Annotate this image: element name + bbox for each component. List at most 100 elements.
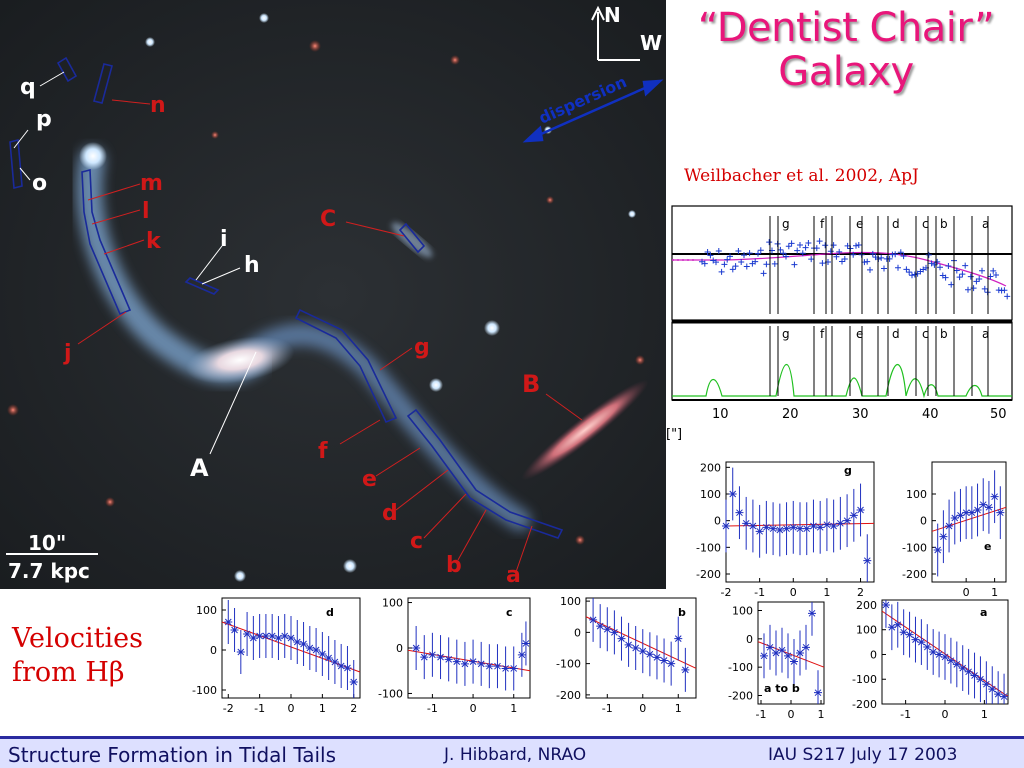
data-point xyxy=(681,666,690,674)
data-point xyxy=(775,526,784,534)
spectrum-point xyxy=(799,250,806,257)
data-point xyxy=(849,511,858,519)
x-tick-label: -1 xyxy=(427,702,438,715)
x-tick-label: 1 xyxy=(991,586,998,599)
spectrum-point xyxy=(816,238,823,245)
spectrum-point xyxy=(925,251,932,258)
spectrum-x-tick: 30 xyxy=(852,407,869,422)
spectrum-point xyxy=(805,239,812,246)
region-label-c-top: c xyxy=(922,217,929,231)
data-point xyxy=(829,522,838,530)
data-point xyxy=(789,523,798,531)
spectrum-point xyxy=(701,260,708,267)
data-point xyxy=(816,523,825,531)
data-point xyxy=(976,675,985,683)
x-tick-label: 1 xyxy=(981,708,988,721)
spectrum-point xyxy=(906,269,913,276)
data-point xyxy=(905,631,914,639)
data-point xyxy=(224,618,233,626)
spectrum-x-tick: 20 xyxy=(782,407,799,422)
data-point xyxy=(933,546,942,554)
spectrum-point xyxy=(934,258,941,265)
spectrum-green-curve xyxy=(672,363,1012,399)
region-label-b-top: b xyxy=(940,217,948,231)
y-tick-label: 100 xyxy=(906,488,927,501)
spectrum-point xyxy=(895,264,901,271)
slit-label-o: o xyxy=(32,171,47,196)
footer-author: J. Hibbard, NRAO xyxy=(444,745,587,765)
spectrum-fit-line xyxy=(672,251,1007,287)
y-tick-label: -200 xyxy=(852,698,877,711)
slide-title: “Dentist Chair” Galaxy xyxy=(668,6,1024,94)
slit-label-n: n xyxy=(150,93,166,118)
spectrum-point xyxy=(794,247,801,254)
spectrum-point xyxy=(937,264,943,271)
data-point xyxy=(941,653,949,661)
spectrum-point xyxy=(808,256,815,263)
spectrum-point xyxy=(855,241,862,248)
citation: Weilbacher et al. 2002, ApJ xyxy=(684,166,919,186)
spectrum-point xyxy=(911,271,918,278)
y-tick-label: -200 xyxy=(696,568,721,581)
data-point xyxy=(856,506,865,514)
data-point xyxy=(318,650,327,658)
tidal-tail-right xyxy=(229,323,531,531)
slit-o xyxy=(9,138,23,190)
data-point xyxy=(589,616,598,624)
galaxy-core xyxy=(185,336,295,384)
y-tick-label: 100 xyxy=(856,624,877,637)
slit-label-h: h xyxy=(244,253,260,278)
spectrum-point xyxy=(850,251,857,258)
x-tick-label: 1 xyxy=(675,702,682,715)
spectrum-point xyxy=(962,262,969,269)
data-point xyxy=(782,525,791,533)
slit-n xyxy=(93,63,113,104)
data-point xyxy=(990,493,999,501)
y-tick-label: 0 xyxy=(396,642,403,655)
y-tick-label: -100 xyxy=(852,673,877,686)
data-point xyxy=(249,634,258,642)
spectrum-point xyxy=(903,266,910,273)
data-point xyxy=(343,664,352,672)
spectrum-point xyxy=(833,253,840,260)
data-point xyxy=(337,662,346,670)
data-point xyxy=(610,629,619,636)
spectrum-point xyxy=(746,250,753,257)
y-tick-label: -100 xyxy=(556,658,581,671)
spectrum-point xyxy=(1001,287,1008,294)
spectrum-point xyxy=(822,242,829,249)
spectrum-point xyxy=(771,260,778,267)
spectrum-point xyxy=(956,274,963,281)
data-point xyxy=(952,661,961,668)
spectrum-point xyxy=(785,243,792,250)
spectrum-point xyxy=(942,274,949,281)
x-tick-label: 2 xyxy=(857,586,864,599)
data-point xyxy=(808,609,816,617)
x-tick-label: 0 xyxy=(942,708,949,721)
footer-title: Structure Formation in Tidal Tails xyxy=(8,743,337,767)
slit-q xyxy=(56,56,78,83)
spectrum-point xyxy=(738,258,745,265)
fit-line xyxy=(407,649,531,672)
data-point xyxy=(485,662,494,670)
y-tick-label: 200 xyxy=(856,599,877,612)
slit-label-C: C xyxy=(320,207,336,232)
spectrum-point xyxy=(945,263,952,270)
data-point xyxy=(667,660,676,667)
data-point xyxy=(881,601,890,609)
data-point xyxy=(766,643,774,651)
x-tick-label: 1 xyxy=(319,702,326,715)
data-point xyxy=(814,689,822,697)
region-label-a-bottom: a xyxy=(982,327,989,341)
data-point xyxy=(268,632,277,640)
plot-label: e xyxy=(984,540,991,553)
region-label-e-bottom: e xyxy=(856,327,863,341)
spectrum-point xyxy=(704,249,711,256)
spectrum-point xyxy=(948,281,955,288)
spectrum-point xyxy=(732,263,739,270)
compass-n-label: N xyxy=(604,3,621,27)
slit-c xyxy=(398,222,426,254)
spectrum-point xyxy=(721,261,728,268)
data-point xyxy=(742,519,751,527)
slit-label-l: l xyxy=(142,199,150,224)
